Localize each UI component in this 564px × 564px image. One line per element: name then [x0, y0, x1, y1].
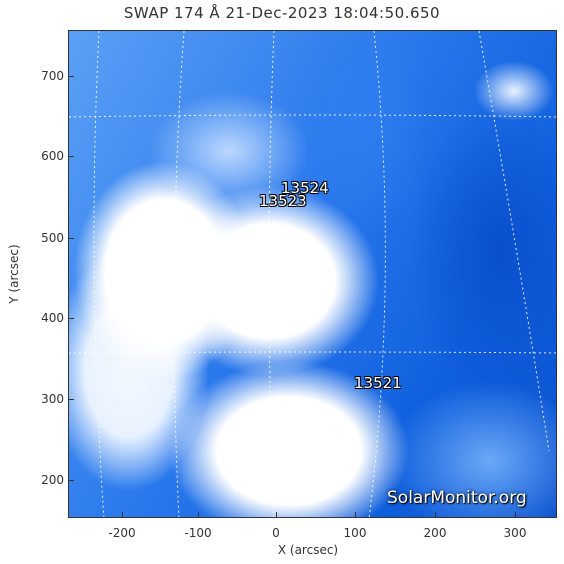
x-tickmark	[355, 512, 356, 518]
y-tick-label: 300	[41, 392, 64, 406]
x-tickmark	[435, 512, 436, 518]
x-tick-label: -100	[184, 526, 212, 540]
x-tickmark	[276, 512, 277, 518]
x-tick-label: -200	[108, 526, 136, 540]
x-tick-label: 100	[343, 526, 367, 540]
y-tickmark	[68, 156, 74, 157]
y-tickmark	[68, 318, 74, 319]
x-tick-label: 200	[423, 526, 447, 540]
x-tick-label: 0	[272, 526, 280, 540]
region-label-13524: 13524	[281, 179, 329, 197]
y-tickmark	[68, 238, 74, 239]
y-tickmark	[68, 76, 74, 77]
y-tickmark	[68, 399, 74, 400]
y-tick-label: 200	[41, 473, 64, 487]
x-tickmark	[198, 512, 199, 518]
image-title: SWAP 174 Å 21-Dec-2023 18:04:50.650	[123, 4, 441, 22]
y-tick-label: 700	[41, 69, 64, 83]
x-tickmark	[515, 512, 516, 518]
solarmonitor-watermark: SolarMonitor.org	[387, 488, 527, 508]
y-tickmark	[68, 480, 74, 481]
region-label-13521: 13521	[354, 374, 402, 392]
y-tick-label: 500	[41, 231, 64, 245]
x-tickmark	[122, 512, 123, 518]
y-axis-label: Y (arcsec)	[7, 244, 21, 304]
y-tick-label: 600	[41, 149, 64, 163]
x-tick-label: 300	[503, 526, 527, 540]
y-tick-label: 400	[41, 311, 64, 325]
coordinate-grid	[69, 31, 556, 517]
region-label-13523: 13523	[259, 192, 307, 210]
x-axis-label: X (arcsec)	[277, 543, 339, 557]
solar-image: 13524 13523 13521 SolarMonitor.org	[68, 30, 557, 518]
